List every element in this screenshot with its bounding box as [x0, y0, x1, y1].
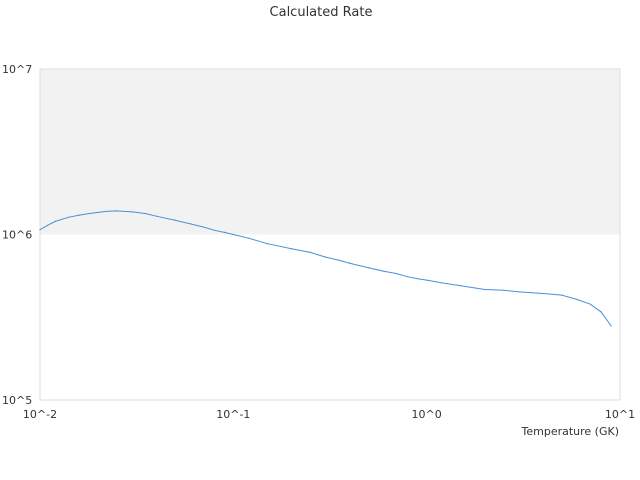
data-point	[54, 220, 56, 222]
shaded-band	[40, 69, 620, 235]
data-point	[610, 325, 612, 327]
plot-area	[39, 68, 621, 401]
x-tick-labels: 10^-2 10^-1 10^0 10^1	[23, 408, 635, 421]
data-point	[223, 231, 226, 233]
data-point	[47, 224, 49, 226]
data-point	[484, 288, 486, 291]
data-point	[337, 259, 340, 261]
data-point	[324, 256, 327, 258]
x-tick-label: 10^1	[605, 408, 635, 421]
data-point	[600, 311, 602, 313]
data-point	[266, 243, 268, 245]
data-point	[309, 251, 311, 253]
y-tick-labels: 10^5 10^6 10^7	[2, 63, 32, 407]
data-point	[290, 248, 293, 250]
x-tick-label: 10^0	[412, 408, 442, 421]
data-point	[542, 292, 544, 295]
data-point	[441, 282, 443, 284]
series-points	[39, 210, 612, 327]
data-point	[131, 211, 133, 213]
data-point	[518, 291, 520, 293]
data-point	[97, 211, 99, 213]
data-point	[116, 210, 118, 212]
x-tick-label: 10^-1	[216, 408, 250, 421]
data-point	[407, 276, 409, 278]
data-point	[144, 212, 146, 215]
x-axis-label: Temperature (GK)	[521, 425, 620, 438]
data-point	[202, 226, 204, 228]
data-point	[105, 210, 107, 212]
data-point	[503, 289, 505, 291]
data-point	[214, 229, 216, 231]
chart-title: Calculated Rate	[270, 5, 373, 20]
data-point	[189, 223, 192, 225]
data-point	[460, 285, 462, 287]
data-point	[248, 237, 250, 239]
data-point	[174, 219, 176, 221]
data-point	[417, 278, 419, 280]
data-point	[155, 215, 157, 217]
data-point	[561, 294, 563, 296]
data-point	[88, 212, 90, 215]
data-point	[78, 214, 81, 216]
y-tick-label: 10^7	[2, 63, 32, 76]
data-point	[426, 279, 428, 281]
data-point	[383, 270, 385, 272]
data-point	[349, 262, 351, 264]
y-tick-label: 10^6	[2, 229, 32, 242]
x-tick-label: 10^-2	[23, 408, 57, 421]
data-point	[396, 273, 398, 275]
data-point	[39, 229, 41, 231]
data-point	[531, 292, 533, 294]
data-point	[576, 298, 578, 301]
data-point	[232, 233, 234, 236]
data-point	[367, 267, 370, 269]
data-point	[589, 303, 591, 305]
y-tick-label: 10^5	[2, 394, 32, 407]
data-point	[67, 216, 69, 218]
